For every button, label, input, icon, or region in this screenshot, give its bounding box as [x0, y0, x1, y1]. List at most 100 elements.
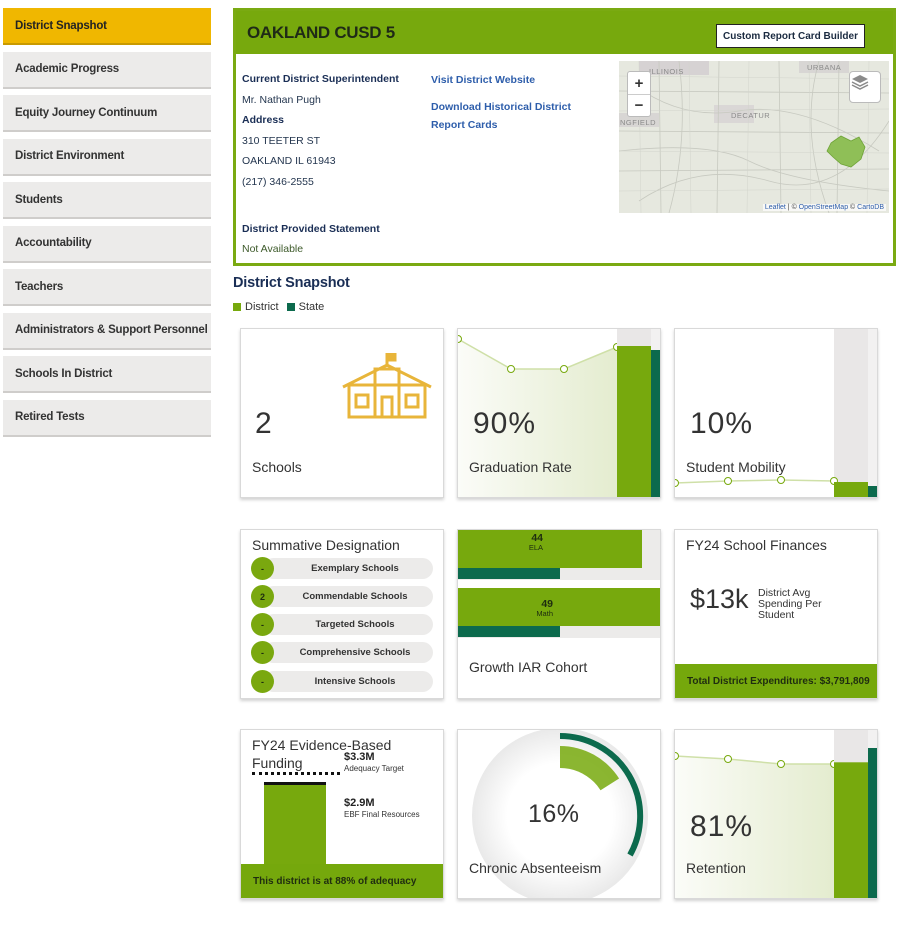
- retention-card[interactable]: 81% Retention: [674, 729, 878, 899]
- attribution-osm-link[interactable]: OpenStreetMap: [798, 204, 849, 211]
- address-label: Address: [242, 114, 285, 126]
- finances-value: $13k: [690, 584, 749, 614]
- attribution-carto-link[interactable]: CartoDB: [857, 204, 884, 211]
- attribution-leaflet-link[interactable]: Leaflet: [764, 204, 786, 211]
- download-historical-link[interactable]: Download Historical District Report Card…: [431, 101, 572, 131]
- retention-state-bar: [868, 748, 877, 898]
- graduation-point: [507, 365, 515, 373]
- sidebar-item-administrators[interactable]: Administrators & Support Personnel: [3, 312, 211, 350]
- designation-row-commendable: 2 Commendable Schools: [251, 585, 433, 608]
- district-info: Current District Superintendent Mr. Nath…: [242, 69, 399, 192]
- layers-icon: [851, 75, 869, 90]
- legend-state-swatch: [286, 303, 295, 312]
- map-label-urbana: URBANA: [807, 63, 842, 72]
- custom-report-card-builder-button[interactable]: Custom Report Card Builder: [715, 24, 865, 48]
- legend-district-label: District: [245, 301, 279, 313]
- mobility-trend-chart: [675, 329, 877, 497]
- sidebar-item-teachers[interactable]: Teachers: [3, 269, 211, 306]
- sidebar-item-equity-journey[interactable]: Equity Journey Continuum: [3, 95, 211, 132]
- designation-count: -: [251, 670, 274, 693]
- designation-count: -: [251, 613, 274, 636]
- legend-district-swatch: [233, 303, 241, 312]
- sidebar-item-academic-progress[interactable]: Academic Progress: [3, 51, 211, 89]
- graduation-label: Graduation Rate: [469, 459, 572, 475]
- snapshot-title: District Snapshot: [233, 275, 350, 291]
- designation-count: -: [251, 557, 274, 580]
- ebf-final-value: $2.9M: [344, 797, 375, 809]
- map-zoom-control: + −: [627, 71, 651, 117]
- district-map[interactable]: ILLINOIS URBANA DECATUR NGFIELD + − Leaf…: [619, 61, 889, 213]
- map-attribution: Leaflet | © OpenStreetMap © CartoDB: [762, 204, 886, 211]
- designation-row-intensive: - Intensive Schools: [251, 670, 433, 693]
- gauge-inner-mask: [512, 768, 608, 864]
- legend-district: District: [233, 301, 279, 313]
- designation-label: Intensive Schools: [263, 671, 433, 692]
- graduation-point: [458, 335, 462, 343]
- ebf-final-bar: [264, 785, 326, 865]
- ebf-target-line: [252, 772, 340, 775]
- growth-math-label-group: 49 Math: [528, 599, 553, 619]
- retention-trend-chart: [675, 730, 877, 898]
- retention-area: [675, 756, 834, 898]
- visit-website-link[interactable]: Visit District Website: [431, 74, 536, 86]
- growth-ela-label: ELA: [528, 543, 543, 552]
- designation-label: Commendable Schools: [263, 586, 433, 607]
- mobility-point: [675, 479, 679, 487]
- chronic-absenteeism-card[interactable]: 16% Chronic Absenteeism: [457, 729, 661, 899]
- designation-label: Targeted Schools: [263, 614, 433, 635]
- map-zoom-out-button[interactable]: −: [628, 94, 650, 116]
- absenteeism-value: 16%: [528, 800, 580, 828]
- graduation-point: [560, 365, 568, 373]
- phone-number: (217) 346-2555: [242, 175, 314, 188]
- growth-ela-label-group: 44 ELA: [518, 533, 543, 553]
- schools-label: Schools: [252, 459, 302, 475]
- ebf-final-cap: [264, 782, 326, 785]
- growth-ela-value: 44: [531, 532, 543, 544]
- ebf-final-group: $2.9M EBF Final Resources: [344, 798, 420, 820]
- schools-card[interactable]: 2 Schools: [240, 328, 444, 498]
- evidence-based-funding-card[interactable]: FY24 Evidence-Based Funding $3.3M Adequa…: [240, 729, 444, 899]
- retention-point: [724, 755, 732, 763]
- sidebar-item-schools-in-district[interactable]: Schools In District: [3, 356, 211, 393]
- legend-state: State: [286, 301, 325, 313]
- growth-math-label: Math: [536, 609, 553, 618]
- sidebar-item-district-snapshot[interactable]: District Snapshot: [3, 8, 211, 45]
- legend-state-label: State: [298, 301, 325, 313]
- growth-label: Growth IAR Cohort: [469, 659, 588, 675]
- mobility-state-track: [868, 329, 877, 497]
- map-tiles: [619, 61, 889, 213]
- summative-designation-card[interactable]: Summative Designation - Exemplary School…: [240, 529, 444, 699]
- student-mobility-card[interactable]: 10% Student Mobility: [674, 328, 878, 498]
- snapshot-legend: District State: [233, 301, 324, 313]
- district-links: Visit District Website Download Historic…: [431, 71, 606, 143]
- graduation-rate-card[interactable]: 90% Graduation Rate: [457, 328, 661, 498]
- ebf-target-label: Adequacy Target: [344, 764, 404, 773]
- finances-desc: District Avg Spending Per Student: [758, 587, 822, 621]
- designation-title: Summative Designation: [252, 537, 400, 553]
- superintendent-name: Mr. Nathan Pugh: [242, 93, 321, 106]
- absenteeism-gauge: [472, 730, 648, 898]
- school-finances-card[interactable]: FY24 School Finances $13k District Avg S…: [674, 529, 878, 699]
- designation-label: Comprehensive Schools: [263, 642, 433, 663]
- retention-line: [675, 755, 834, 765]
- sidebar-item-accountability[interactable]: Accountability: [3, 225, 211, 263]
- growth-ela-state-bar: [458, 568, 560, 579]
- map-zoom-in-button[interactable]: +: [634, 74, 644, 92]
- sidebar-item-district-environment[interactable]: District Environment: [3, 138, 211, 176]
- sidebar-item-students[interactable]: Students: [3, 182, 211, 219]
- map-layers-button[interactable]: [849, 71, 881, 103]
- map-label-decatur: DECATUR: [731, 111, 771, 120]
- graduation-area: [458, 339, 617, 497]
- absenteeism-state-arc: [559, 732, 644, 857]
- mobility-point: [724, 477, 732, 485]
- mobility-label: Student Mobility: [686, 459, 786, 475]
- retention-point: [777, 760, 785, 768]
- sidebar-item-retired-tests[interactable]: Retired Tests: [3, 399, 211, 437]
- designation-count: -: [251, 641, 274, 664]
- statement-label: District Provided Statement: [242, 223, 380, 235]
- growth-iar-card[interactable]: 44 ELA 49 Math Growth IAR Cohort: [457, 529, 661, 699]
- schools-value: 2: [255, 407, 273, 440]
- absenteeism-label: Chronic Absenteeism: [469, 860, 602, 876]
- mobility-point: [777, 476, 785, 484]
- retention-value: 81%: [690, 810, 754, 843]
